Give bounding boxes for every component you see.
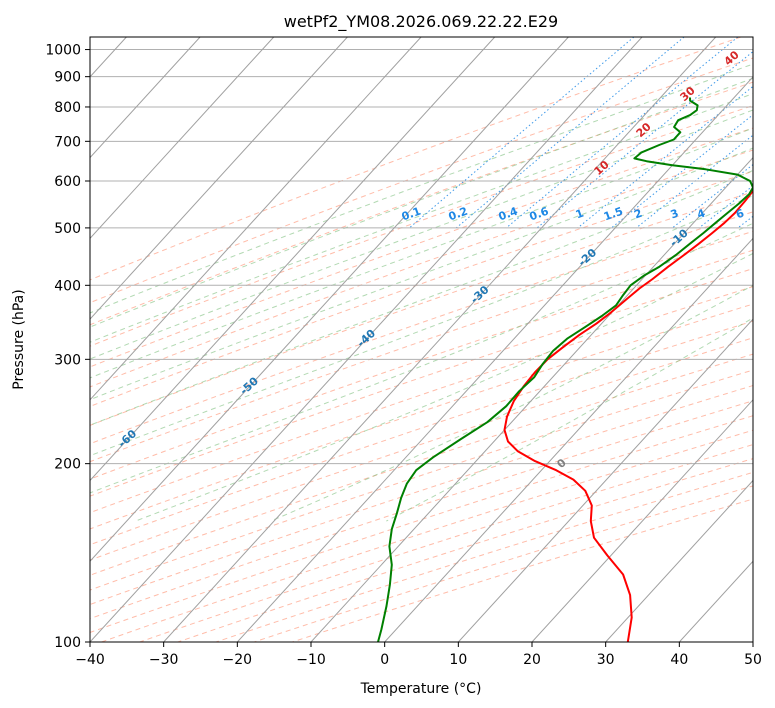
moist-adiabat-line: [90, 127, 753, 379]
isotherm-line: [457, 318, 753, 642]
moist-adiabat-line: [90, 169, 753, 426]
mixing-ratio-label: 1.5: [602, 205, 625, 224]
dry-adiabat-line: [90, 337, 753, 561]
y-tick-label: 400: [54, 278, 81, 294]
mixing-ratio-label: 0.2: [447, 205, 470, 224]
chart-title: wetPf2_YM08.2026.069.22.22.E29: [284, 12, 558, 32]
moist-adiabat-line: [90, 195, 753, 457]
y-tick-label: 500: [54, 221, 81, 237]
dry-adiabat-line: [139, 444, 753, 642]
x-tick-label: 0: [380, 652, 389, 668]
dry-adiabat-line: [90, 191, 753, 426]
x-tick-label: 30: [597, 652, 615, 668]
moist-adiabat-line: [90, 147, 753, 401]
y-tick-label: 200: [54, 457, 81, 473]
mixing-ratio-lines: [409, 37, 753, 229]
y-tick-label: 1000: [45, 43, 81, 59]
dry-adiabat-line: [215, 471, 753, 642]
dry-adiabat-line: [90, 57, 753, 304]
x-tick-label: 50: [744, 652, 762, 668]
x-tick-label: 40: [670, 652, 688, 668]
axes: −40 −30 −20 −10 0 10 20 30 40 5010020030040050060…: [45, 43, 762, 668]
moist-adiabat-line: [135, 252, 753, 522]
isotherm-line: [90, 37, 275, 240]
mixing-ratio-line: [635, 134, 753, 229]
dry-adiabat-line: [90, 211, 753, 445]
x-tick-label: −10: [296, 652, 326, 668]
plot-frame: [89, 36, 754, 643]
isotherm-line: [90, 37, 348, 320]
mixing-ratio-line: [409, 37, 635, 229]
y-tick-label: 600: [54, 174, 81, 190]
isotherm-line: [236, 76, 753, 642]
dewpoint-profile-line: [377, 97, 753, 642]
isotherm-line: [90, 37, 422, 401]
isotherm-line: [90, 37, 201, 159]
dry-adiabat-line: [90, 385, 753, 606]
dry-adiabat-line: [90, 37, 742, 281]
y-tick-label: 100: [54, 635, 81, 651]
dry-adiabat-line: [90, 105, 753, 347]
isotherm-line: [163, 37, 717, 642]
mixing-ratio-label: 2: [632, 207, 644, 222]
isotherm-line: [384, 237, 753, 642]
dry-adiabat-line: [90, 415, 753, 634]
mixing-ratio-line: [455, 37, 685, 229]
mixing-ratio-label: 1: [574, 207, 586, 222]
y-axis-label: Pressure (hPa): [11, 289, 27, 389]
isotherm-line: [531, 399, 753, 642]
temperature-profile-line: [503, 189, 753, 642]
y-tick-label: 900: [54, 70, 81, 86]
y-tick-label: 800: [54, 100, 81, 116]
y-tick-label: 300: [54, 352, 81, 368]
x-axis-label: Temperature (°C): [360, 681, 482, 697]
x-tick-label: −20: [223, 652, 253, 668]
x-tick-label: −40: [75, 652, 105, 668]
moist-adiabat-line: [270, 284, 753, 522]
mixing-ratio-label: 6: [734, 206, 746, 221]
mixing-ratio-label: 0.4: [497, 204, 520, 223]
mixing-ratio-line: [577, 85, 753, 229]
isotherm-line: [605, 479, 753, 642]
dry-adiabat-line: [90, 268, 753, 497]
dry-adiabat-line: [90, 127, 753, 368]
isotherm-line: [310, 156, 753, 642]
mixing-ratio-label: 0.1: [400, 205, 423, 224]
isotherm-line: [90, 37, 643, 642]
moist-adiabats: [90, 63, 753, 522]
isotherm-line: [90, 37, 569, 563]
x-tick-label: 20: [523, 652, 541, 668]
moist-adiabat-line: [386, 317, 753, 522]
mixing-ratio-line: [698, 185, 753, 229]
mixing-ratio-label: 3: [669, 207, 681, 222]
x-tick-label: 10: [449, 652, 467, 668]
skewed-isotherms: [90, 37, 753, 642]
isotherm-line: [90, 37, 496, 482]
mixing-ratio-label: 4: [695, 206, 707, 221]
mixing-ratio-label: 0.6: [528, 204, 551, 223]
profile-series: [377, 97, 753, 642]
dry-adiabat-line: [254, 485, 753, 642]
y-tick-label: 700: [54, 134, 81, 150]
x-tick-label: −30: [149, 652, 179, 668]
